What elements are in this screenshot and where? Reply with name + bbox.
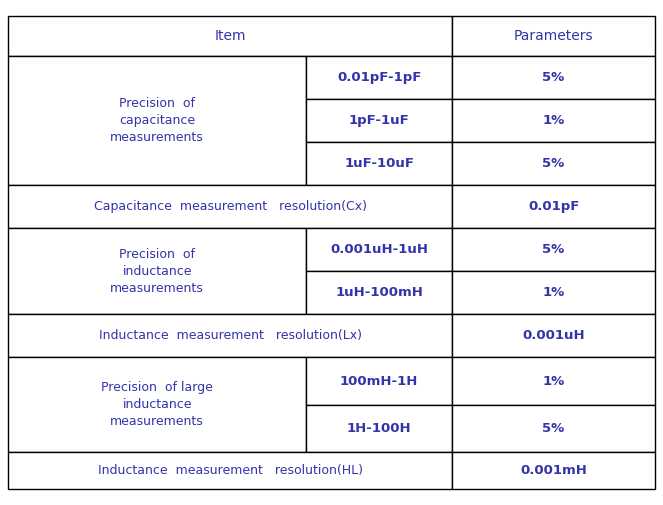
FancyBboxPatch shape bbox=[306, 405, 452, 452]
FancyBboxPatch shape bbox=[452, 142, 655, 185]
Text: 100mH-1H: 100mH-1H bbox=[340, 375, 418, 388]
Text: Inductance  measurement   resolution(HL): Inductance measurement resolution(HL) bbox=[97, 464, 363, 477]
FancyBboxPatch shape bbox=[8, 16, 452, 56]
FancyBboxPatch shape bbox=[452, 228, 655, 271]
FancyBboxPatch shape bbox=[452, 185, 655, 228]
FancyBboxPatch shape bbox=[8, 315, 452, 358]
Text: 0.001uH-1uH: 0.001uH-1uH bbox=[330, 243, 428, 257]
Text: Capacitance  measurement   resolution(Cx): Capacitance measurement resolution(Cx) bbox=[93, 200, 367, 213]
Text: 0.001uH: 0.001uH bbox=[522, 329, 585, 342]
FancyBboxPatch shape bbox=[306, 142, 452, 185]
Text: 1uH-100mH: 1uH-100mH bbox=[335, 286, 423, 299]
Text: 5%: 5% bbox=[542, 243, 565, 257]
FancyBboxPatch shape bbox=[8, 358, 306, 452]
FancyBboxPatch shape bbox=[452, 16, 655, 56]
FancyBboxPatch shape bbox=[306, 99, 452, 142]
FancyBboxPatch shape bbox=[8, 228, 306, 315]
Text: 0.001mH: 0.001mH bbox=[520, 464, 587, 477]
FancyBboxPatch shape bbox=[452, 315, 655, 358]
FancyBboxPatch shape bbox=[452, 405, 655, 452]
Text: 1uF-10uF: 1uF-10uF bbox=[344, 157, 414, 170]
Text: 1%: 1% bbox=[542, 286, 565, 299]
FancyBboxPatch shape bbox=[306, 271, 452, 315]
Text: 0.01pF: 0.01pF bbox=[528, 200, 579, 213]
Text: 5%: 5% bbox=[542, 71, 565, 84]
Text: 5%: 5% bbox=[542, 157, 565, 170]
FancyBboxPatch shape bbox=[452, 56, 655, 99]
FancyBboxPatch shape bbox=[452, 271, 655, 315]
Text: 5%: 5% bbox=[542, 422, 565, 435]
FancyBboxPatch shape bbox=[452, 358, 655, 405]
FancyBboxPatch shape bbox=[306, 56, 452, 99]
Text: Inductance  measurement   resolution(Lx): Inductance measurement resolution(Lx) bbox=[99, 329, 361, 342]
FancyBboxPatch shape bbox=[306, 358, 452, 405]
Text: Parameters: Parameters bbox=[514, 29, 593, 43]
Text: Item: Item bbox=[214, 29, 246, 43]
Text: 0.01pF-1pF: 0.01pF-1pF bbox=[337, 71, 422, 84]
FancyBboxPatch shape bbox=[8, 452, 452, 489]
FancyBboxPatch shape bbox=[452, 99, 655, 142]
FancyBboxPatch shape bbox=[452, 452, 655, 489]
Text: 1pF-1uF: 1pF-1uF bbox=[349, 114, 410, 127]
FancyBboxPatch shape bbox=[306, 228, 452, 271]
FancyBboxPatch shape bbox=[8, 185, 452, 228]
Text: Precision  of
inductance
measurements: Precision of inductance measurements bbox=[110, 248, 204, 295]
FancyBboxPatch shape bbox=[8, 56, 306, 185]
Text: 1H-100H: 1H-100H bbox=[347, 422, 412, 435]
Text: 1%: 1% bbox=[542, 114, 565, 127]
Text: Precision  of large
inductance
measurements: Precision of large inductance measuremen… bbox=[101, 381, 213, 428]
Text: 1%: 1% bbox=[542, 375, 565, 388]
Text: Precision  of
capacitance
measurements: Precision of capacitance measurements bbox=[110, 97, 204, 144]
